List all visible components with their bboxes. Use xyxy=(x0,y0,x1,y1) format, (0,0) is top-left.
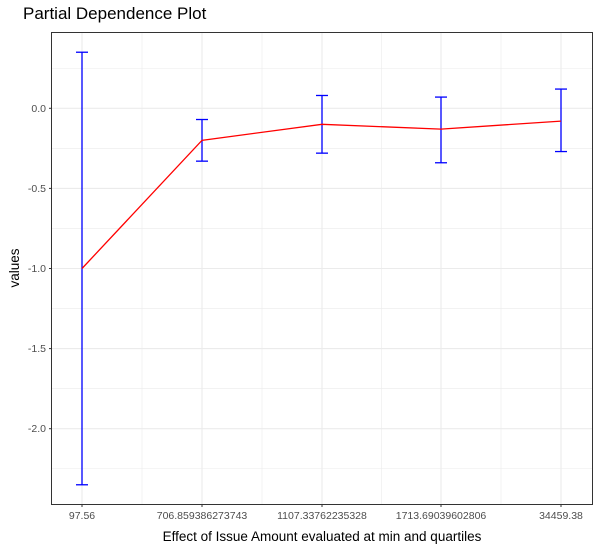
x-tick-label: 97.56 xyxy=(69,510,95,522)
y-tick-label: -1.0 xyxy=(28,263,46,275)
series-line xyxy=(81,120,562,269)
x-axis-title: Effect of Issue Amount evaluated at min … xyxy=(163,529,482,544)
series xyxy=(81,120,562,269)
x-tick-label: 1713.69039602806 xyxy=(396,510,487,522)
x-tick-label: 34459.38 xyxy=(539,510,583,522)
y-tick-label: 0.0 xyxy=(31,103,46,115)
y-axis-ticks: 0.0 -0.5 -1.0 -1.5 -2.0 xyxy=(28,103,52,435)
y-tick-label: -2.0 xyxy=(28,423,46,435)
error-bars xyxy=(76,51,567,486)
y-tick-label: -1.5 xyxy=(28,343,46,355)
y-axis-title: values xyxy=(7,248,22,287)
x-axis-ticks: 97.56 706.859386273743 1107.33762235328 171… xyxy=(69,504,583,522)
x-tick-label: 706.859386273743 xyxy=(157,510,248,522)
chart-title: Partial Dependence Plot xyxy=(23,4,207,23)
x-tick-label: 1107.33762235328 xyxy=(277,510,367,522)
y-tick-label: -0.5 xyxy=(28,183,46,195)
